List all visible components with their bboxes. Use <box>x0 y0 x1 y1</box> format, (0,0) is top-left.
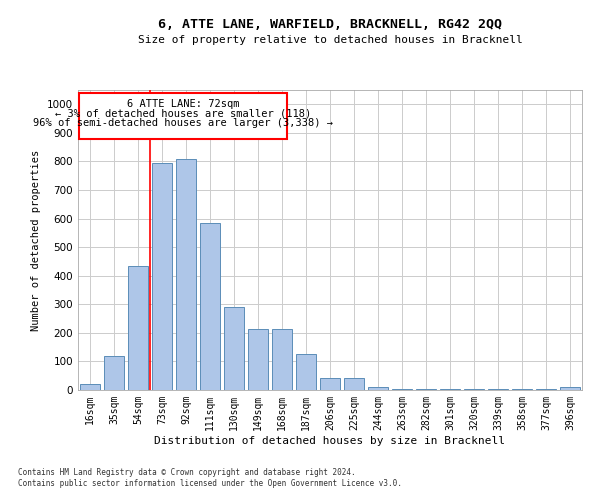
Bar <box>200 223 220 390</box>
Text: 96% of semi-detached houses are larger (3,338) →: 96% of semi-detached houses are larger (… <box>33 118 333 128</box>
Bar <box>272 330 292 390</box>
Bar <box>176 159 196 390</box>
Bar <box>248 330 268 390</box>
Bar <box>488 388 508 390</box>
Y-axis label: Number of detached properties: Number of detached properties <box>31 150 41 330</box>
Bar <box>104 356 124 390</box>
Bar <box>512 388 532 390</box>
Bar <box>320 378 340 390</box>
Text: ← 3% of detached houses are smaller (118): ← 3% of detached houses are smaller (118… <box>55 108 311 118</box>
Bar <box>392 388 412 390</box>
Text: Contains HM Land Registry data © Crown copyright and database right 2024.
Contai: Contains HM Land Registry data © Crown c… <box>18 468 402 487</box>
Bar <box>464 388 484 390</box>
Bar <box>344 378 364 390</box>
Bar <box>440 388 460 390</box>
FancyBboxPatch shape <box>79 94 287 139</box>
Bar <box>536 388 556 390</box>
Bar <box>224 307 244 390</box>
Text: 6, ATTE LANE, WARFIELD, BRACKNELL, RG42 2QQ: 6, ATTE LANE, WARFIELD, BRACKNELL, RG42 … <box>158 18 502 30</box>
Text: 6 ATTE LANE: 72sqm: 6 ATTE LANE: 72sqm <box>127 98 239 108</box>
Bar <box>416 388 436 390</box>
Bar <box>560 387 580 390</box>
Bar <box>80 384 100 390</box>
Bar <box>296 354 316 390</box>
Bar <box>128 266 148 390</box>
Bar <box>368 387 388 390</box>
Text: Size of property relative to detached houses in Bracknell: Size of property relative to detached ho… <box>137 35 523 45</box>
Bar <box>152 163 172 390</box>
X-axis label: Distribution of detached houses by size in Bracknell: Distribution of detached houses by size … <box>155 436 505 446</box>
